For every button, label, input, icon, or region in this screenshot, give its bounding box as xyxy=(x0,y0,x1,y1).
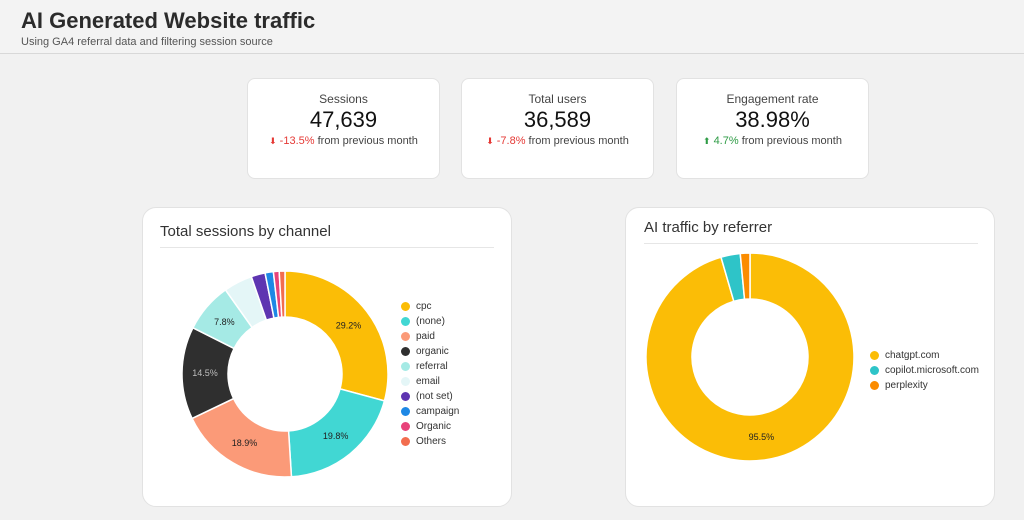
legend-item-others[interactable]: Others xyxy=(401,434,459,449)
arrow-down-icon: ⬇ xyxy=(269,136,277,146)
chart-legend: chatgpt.com copilot.microsoft.com perplexi… xyxy=(870,348,979,393)
legend-label: (not set) xyxy=(416,391,453,402)
kpi-change-suffix: from previous month xyxy=(317,135,418,147)
legend-swatch-icon xyxy=(401,302,410,311)
data-label-organic: 14.5% xyxy=(192,368,218,378)
legend-label: Organic xyxy=(416,421,452,432)
page-title: AI Generated Website traffic xyxy=(21,8,316,33)
legend-item-organic[interactable]: organic xyxy=(401,344,459,359)
data-label-none: 19.8% xyxy=(323,431,349,441)
kpi-value: 38.98% xyxy=(735,107,810,132)
kpi-delta: ⬇ -7.8% from previous month xyxy=(462,135,653,147)
kpi-label: Sessions xyxy=(319,92,368,106)
legend-label: (none) xyxy=(416,316,445,327)
divider xyxy=(644,243,978,244)
kpi-label: Total users xyxy=(528,92,587,106)
legend-swatch-icon xyxy=(401,377,410,386)
divider xyxy=(160,247,494,248)
legend-item-none[interactable]: (none) xyxy=(401,314,459,329)
page-header: AI Generated Website traffic Using GA4 r… xyxy=(0,0,1024,54)
kpi-change-suffix: from previous month xyxy=(528,135,629,147)
chart-title: AI traffic by referrer xyxy=(644,219,773,236)
kpi-delta: ⬆ 4.7% from previous month xyxy=(677,135,868,147)
donut-chart-referrers: 95.5% xyxy=(645,252,855,462)
legend-item-chatgpt-com[interactable]: chatgpt.com xyxy=(870,348,979,363)
kpi-change: -13.5% xyxy=(279,135,315,147)
donut-slice-perplexity[interactable] xyxy=(739,252,751,301)
kpi-value: 47,639 xyxy=(309,107,378,132)
legend-label: Others xyxy=(416,436,447,447)
kpi-card-sessions: Sessions 47,639 ⬇ -13.5% from previous mo… xyxy=(247,78,440,179)
data-label-cpc: 29.2% xyxy=(336,320,362,330)
legend-swatch-icon xyxy=(401,407,410,416)
legend-label: organic xyxy=(416,346,449,357)
kpi-value: 36,589 xyxy=(523,107,592,132)
legend-swatch-icon xyxy=(401,362,410,371)
kpi-change: -7.8% xyxy=(496,135,526,147)
legend-label: chatgpt.com xyxy=(885,350,940,361)
donut-chart-channels: 29.2% 19.8% 18.9% 14.5% 7.8% xyxy=(181,270,389,478)
kpi-card-total-users: Total users 36,589 ⬇ -7.8% from previous … xyxy=(461,78,654,179)
legend-label: cpc xyxy=(416,301,432,312)
legend-swatch-icon xyxy=(401,317,410,326)
legend-item-cpc[interactable]: cpc xyxy=(401,299,459,314)
legend-item-not-set[interactable]: (not set) xyxy=(401,389,459,404)
legend-label: referral xyxy=(416,361,448,372)
kpi-delta: ⬇ -13.5% from previous month xyxy=(248,135,439,147)
kpi-label: Engagement rate xyxy=(726,92,819,106)
legend-item-email[interactable]: email xyxy=(401,374,459,389)
chart-card-ai-traffic-by-referrer: AI traffic by referrer 95.5% chatgpt.com… xyxy=(625,207,995,507)
legend-label: perplexity xyxy=(885,380,928,391)
legend-swatch-icon xyxy=(870,366,879,375)
legend-label: paid xyxy=(416,331,435,342)
legend-label: campaign xyxy=(416,406,460,417)
legend-label: email xyxy=(416,376,440,387)
donut-slice-cpc[interactable] xyxy=(284,270,389,402)
legend-swatch-icon xyxy=(401,392,410,401)
chart-title: Total sessions by channel xyxy=(160,223,331,240)
legend-item-perplexity[interactable]: perplexity xyxy=(870,378,979,393)
kpi-change: 4.7% xyxy=(713,135,739,147)
legend-swatch-icon xyxy=(401,422,410,431)
arrow-up-icon: ⬆ xyxy=(703,136,711,146)
legend-swatch-icon xyxy=(870,351,879,360)
data-label-referral: 7.8% xyxy=(214,317,235,327)
chart-legend: cpc (none) paid organic referral email (not se… xyxy=(401,299,459,449)
legend-swatch-icon xyxy=(401,437,410,446)
legend-item-campaign[interactable]: campaign xyxy=(401,404,459,419)
page-subtitle: Using GA4 referral data and filtering se… xyxy=(21,36,273,48)
legend-item-copilot-microsoft-com[interactable]: copilot.microsoft.com xyxy=(870,363,979,378)
legend-item-paid[interactable]: paid xyxy=(401,329,459,344)
legend-item-referral[interactable]: referral xyxy=(401,359,459,374)
donut-slice-chatgpt-com[interactable] xyxy=(645,252,855,462)
legend-swatch-icon xyxy=(401,332,410,341)
kpi-change-suffix: from previous month xyxy=(741,135,842,147)
arrow-down-icon: ⬇ xyxy=(486,136,494,146)
data-label-chatgpt-com: 95.5% xyxy=(749,432,775,442)
kpi-card-engagement-rate: Engagement rate 38.98% ⬆ 4.7% from previo… xyxy=(676,78,869,179)
chart-card-sessions-by-channel: Total sessions by channel 29.2% 19.8% 18.9… xyxy=(142,207,512,507)
legend-swatch-icon xyxy=(870,381,879,390)
legend-label: copilot.microsoft.com xyxy=(885,365,979,376)
donut-slice-others[interactable] xyxy=(278,270,286,318)
data-label-paid: 18.9% xyxy=(232,438,258,448)
legend-swatch-icon xyxy=(401,347,410,356)
legend-item-organic[interactable]: Organic xyxy=(401,419,459,434)
